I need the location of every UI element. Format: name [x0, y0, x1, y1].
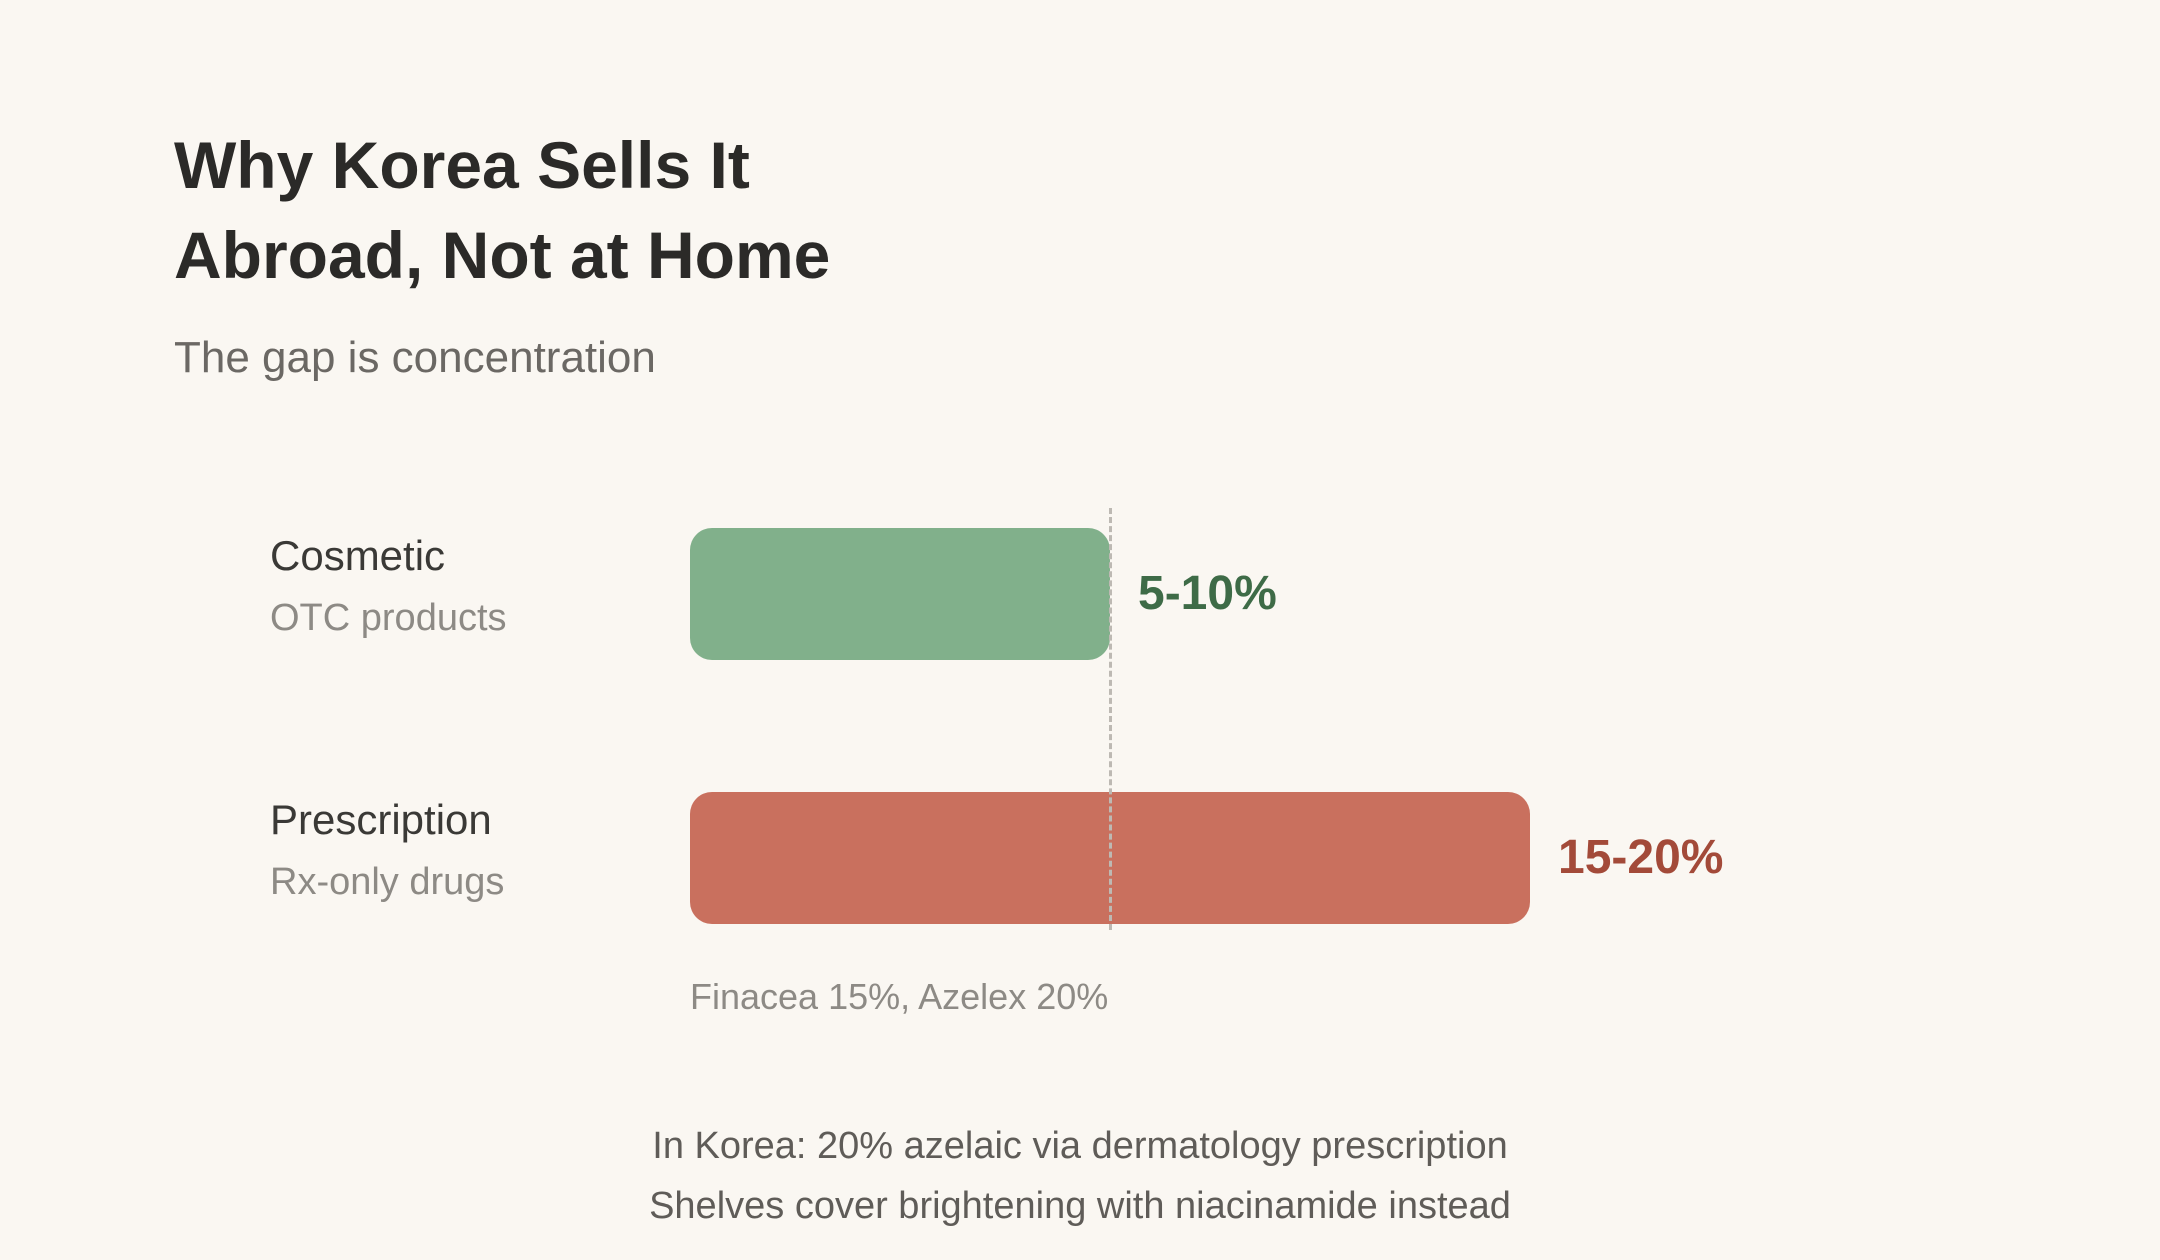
chart-title-line-2: Abroad, Not at Home	[174, 218, 831, 292]
value-label-cosmetic: 5-10%	[1138, 567, 1277, 620]
footer-line-1: In Korea: 20% azelaic via dermatology pr…	[652, 1125, 1508, 1167]
chart-title: Why Korea Sells It Abroad, Not at Home	[174, 120, 1074, 300]
reference-line	[1109, 508, 1112, 930]
footer-line-2: Shelves cover brightening with niacinami…	[649, 1185, 1511, 1227]
category-sublabel-cosmetic: OTC products	[270, 597, 507, 639]
bar-annotation: Finacea 15%, Azelex 20%	[690, 976, 1109, 1017]
category-label-prescription: Prescription	[270, 796, 492, 843]
category-label-cosmetic: Cosmetic	[270, 532, 446, 579]
value-label-prescription: 15-20%	[1558, 831, 1724, 884]
chart-subtitle: The gap is concentration	[174, 333, 656, 382]
category-sublabel-prescription: Rx-only drugs	[270, 861, 505, 903]
bar-cosmetic	[690, 528, 1110, 660]
chart-title-line-1: Why Korea Sells It	[174, 128, 750, 202]
